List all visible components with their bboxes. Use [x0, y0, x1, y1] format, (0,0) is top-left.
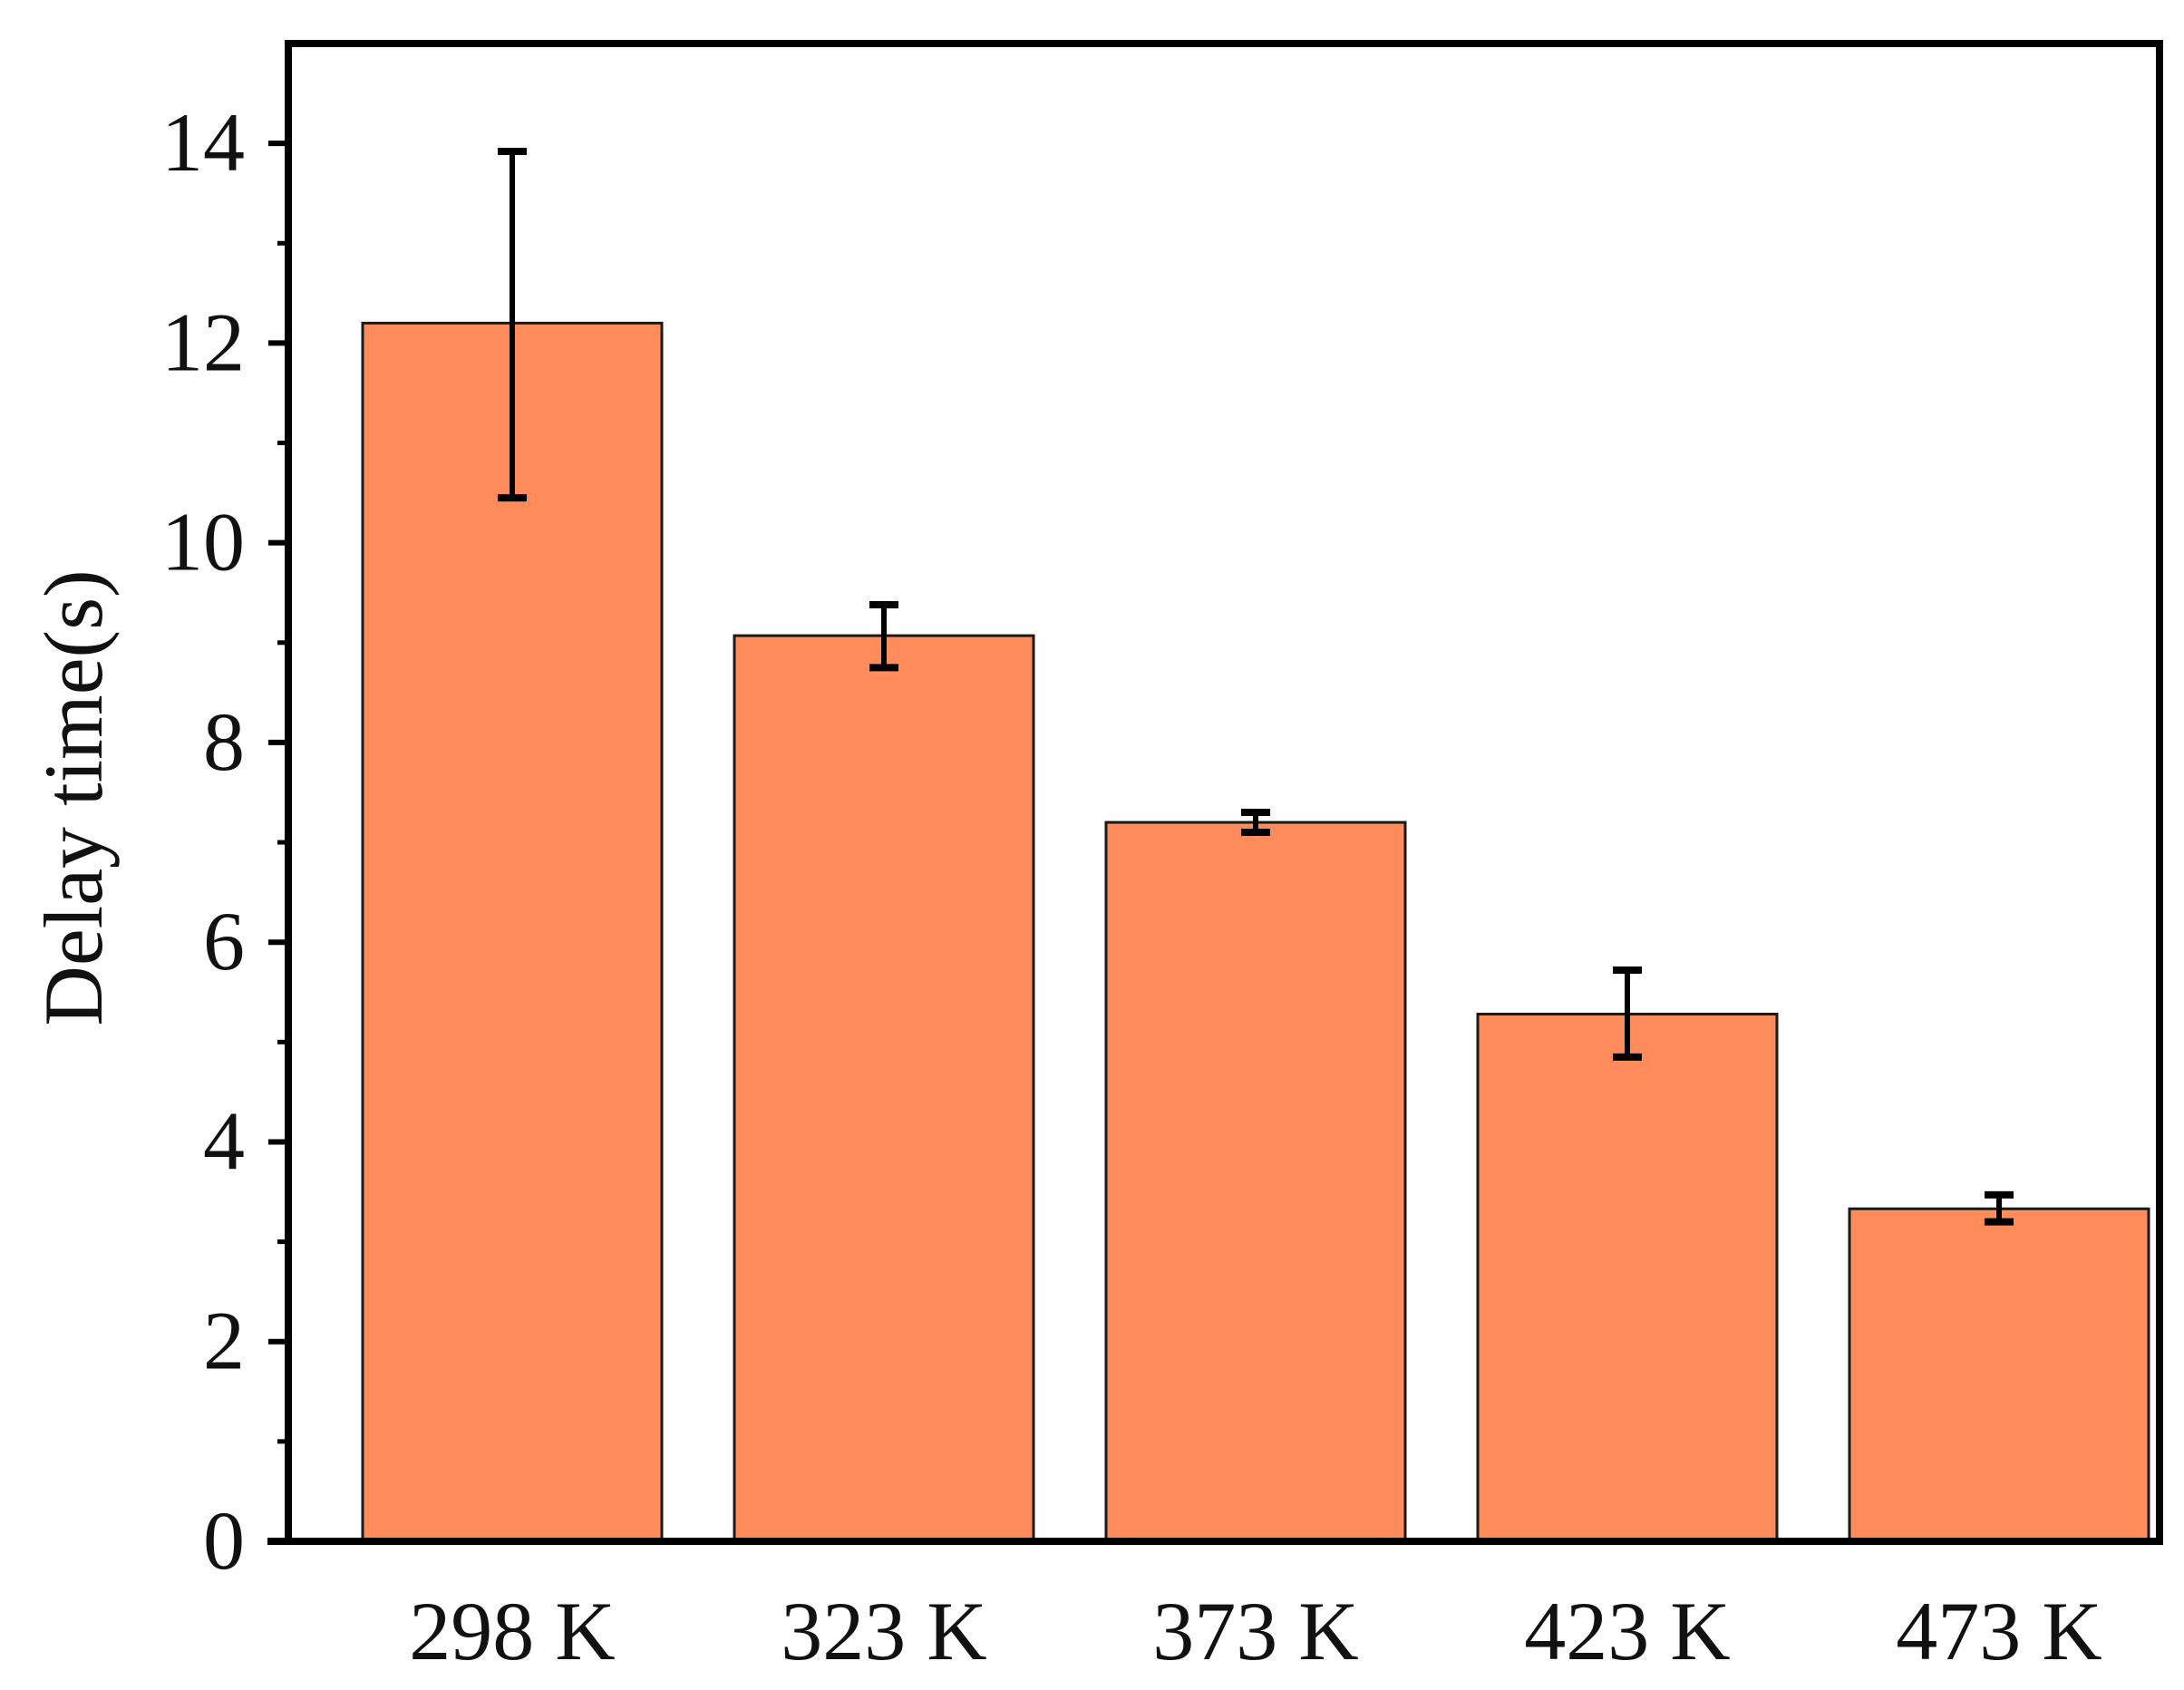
y-tick-label: 10: [161, 496, 245, 588]
y-tick-label: 4: [203, 1094, 245, 1187]
y-tick-label: 12: [161, 296, 245, 388]
x-tick-label: 298 K: [409, 1585, 615, 1677]
bar: [1476, 1012, 1779, 1543]
axes-layer: [267, 40, 2163, 1545]
y-tick-label: 0: [203, 1494, 245, 1587]
ticks-layer: 298 K 323 K 373 K 423 K 473 K 0 2 4 6 8 10 12 14: [161, 96, 2102, 1677]
x-tick-label: 373 K: [1152, 1585, 1358, 1677]
bars-layer: [361, 321, 2150, 1543]
errorbars-layer: [498, 147, 2014, 1226]
bar: [1104, 821, 1407, 1543]
y-tick-label: 2: [203, 1295, 245, 1387]
bar: [733, 634, 1035, 1543]
x-tick-label: 323 K: [781, 1585, 986, 1677]
bar: [1848, 1207, 2150, 1543]
bar: [361, 321, 664, 1543]
x-tick-label: 423 K: [1524, 1585, 1730, 1677]
y-tick-label: 14: [161, 96, 245, 189]
y-tick-label: 6: [203, 895, 245, 987]
x-tick-label: 473 K: [1896, 1585, 2101, 1677]
y-axis-title: Delay time(s): [27, 569, 120, 1025]
y-tick-label: 8: [203, 695, 245, 788]
